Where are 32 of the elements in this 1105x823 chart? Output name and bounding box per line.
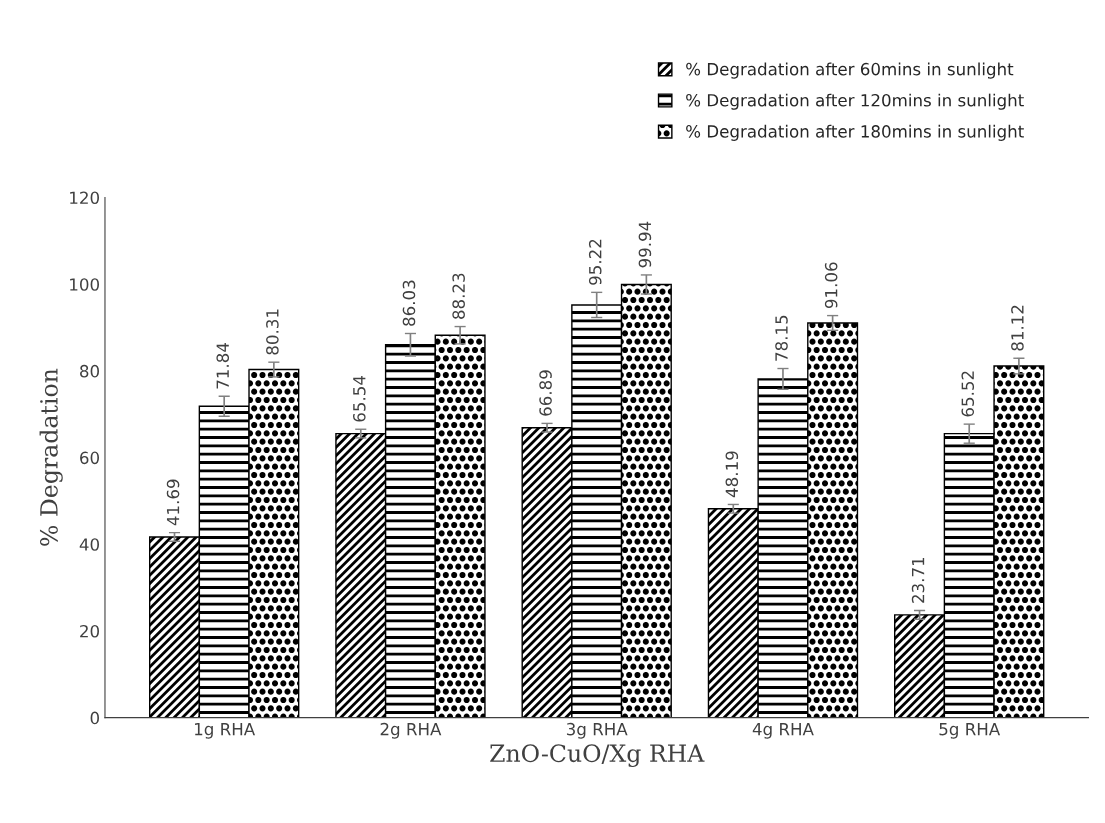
x-tick-label: 5g RHA (939, 723, 1001, 739)
legend-label: % Degradation after 60mins in sunlight (686, 62, 1014, 79)
data-label: 41.69 (166, 479, 180, 526)
data-label: 66.89 (539, 370, 552, 416)
x-tick-label: 1g RHA (195, 723, 256, 739)
data-label: 65.52 (961, 371, 975, 417)
data-label: 91.06 (824, 262, 838, 309)
y-tick-label: 60 (80, 451, 100, 465)
y-tick-label: 80 (80, 364, 100, 378)
data-label: 71.84 (216, 343, 230, 389)
y-tick-label: 0 (90, 711, 100, 725)
data-label: 65.54 (353, 375, 366, 422)
y-axis-title: % Degradation (39, 368, 63, 546)
y-tick-label: 120 (70, 191, 100, 205)
data-label: 86.03 (402, 280, 416, 326)
y-tick-label: 20 (80, 624, 100, 638)
y-tick-label: 40 (79, 538, 100, 551)
data-label: 81.12 (1011, 305, 1024, 351)
y-tick-label: 100 (70, 278, 100, 291)
data-label: 88.23 (452, 273, 465, 319)
x-tick-label: 2g RHA (380, 722, 442, 739)
x-axis-title: ZnO-CuO/Xg RHA (490, 744, 705, 768)
data-label: 99.94 (638, 221, 652, 268)
data-label: 95.22 (588, 239, 602, 285)
legend-label: % Degradation after 180mins in sunlight (686, 124, 1024, 141)
x-tick-label: 3g RHA (566, 722, 628, 739)
data-label: 78.15 (775, 315, 788, 361)
x-tick-label: 4g RHA (752, 723, 814, 739)
legend-label: % Degradation after 120mins in sunlight (686, 93, 1024, 110)
data-label: 80.31 (266, 309, 279, 355)
data-label: 23.71 (911, 557, 925, 603)
data-label: 48.19 (725, 451, 739, 498)
